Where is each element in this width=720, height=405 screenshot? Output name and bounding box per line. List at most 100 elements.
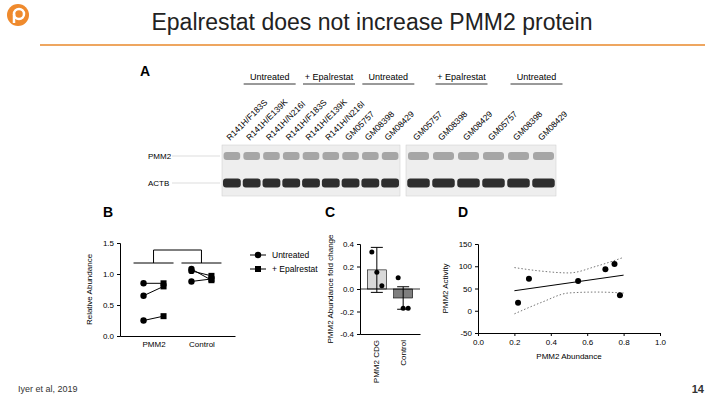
tick-label: 0.6 [582, 338, 594, 347]
tick-label: 1.0 [103, 270, 115, 279]
panel-label: B [103, 204, 113, 220]
bracket-line [154, 250, 202, 263]
band [382, 152, 399, 160]
error-cap [371, 292, 383, 293]
logo-inner [14, 9, 24, 19]
tick-mark [587, 333, 588, 336]
tick-label: 150 [459, 240, 473, 249]
x-axis: PMM2Control [121, 336, 236, 349]
error-cap [397, 286, 409, 287]
point [617, 292, 623, 298]
tick: 1.5 [103, 239, 120, 248]
tick-label: -0.2 [340, 308, 354, 317]
axis-title: PMM2 Activity [441, 263, 450, 313]
tick-mark [514, 333, 515, 336]
band [263, 179, 281, 188]
fit-line [514, 275, 623, 291]
legend-marker [255, 266, 261, 272]
point [406, 306, 411, 311]
band [223, 179, 241, 188]
legend-label: + Epalrestat [272, 264, 318, 274]
point [396, 275, 401, 280]
tick-mark [478, 333, 479, 336]
ci-upper [514, 257, 623, 273]
group-rule [511, 84, 563, 85]
tick-label: PMM2 CDG [372, 340, 381, 383]
point [602, 266, 608, 272]
row-label: PMM2 [148, 152, 172, 161]
tick: -0.4 [340, 330, 360, 339]
band [433, 152, 454, 160]
plot-area [140, 266, 214, 324]
tick-label: 0.0 [473, 338, 485, 347]
band [302, 179, 320, 188]
tick: 1.0 [103, 270, 120, 279]
tick: 0.8 [619, 333, 631, 347]
tick: 0.0 [473, 333, 485, 347]
tick: 0.4 [343, 240, 360, 249]
panel-label: D [458, 204, 468, 220]
tick: PMM2 CDG [372, 334, 381, 383]
tick-label: -50 [460, 329, 472, 338]
tick: 0.6 [582, 333, 594, 347]
tick: 0.4 [546, 333, 558, 347]
tick-mark [357, 244, 360, 245]
tick-label: Control [189, 340, 215, 349]
band [381, 179, 399, 188]
band [342, 179, 360, 188]
band [508, 152, 529, 160]
chart: C-0.4-0.20.00.20.4PMM2 Abundance fold ch… [325, 204, 421, 383]
band [224, 152, 241, 160]
tick-label: 0.2 [343, 263, 355, 272]
tick-label: -0.4 [340, 330, 354, 339]
tick-mark [357, 334, 360, 335]
tick-label: 0.4 [546, 338, 558, 347]
tick-label: 0.0 [343, 285, 355, 294]
title-rule [40, 44, 705, 46]
tick: 0.2 [343, 263, 360, 272]
band [283, 152, 300, 160]
band [243, 152, 260, 160]
axis-line [357, 245, 361, 335]
axis-title: PMM2 Abundance [536, 352, 602, 361]
bracket [134, 250, 222, 263]
y-axis: 0.00.51.01.5 [103, 239, 121, 341]
band [282, 179, 300, 188]
point [188, 278, 194, 284]
logo-stem [13, 14, 16, 23]
tick-label: 0.2 [509, 338, 521, 347]
point [140, 293, 146, 299]
point [374, 270, 379, 275]
band [263, 152, 280, 160]
group-label: + Epalrestat [437, 72, 486, 82]
tick-mark [357, 289, 360, 290]
tick-label: 50 [463, 285, 472, 294]
point [208, 276, 214, 282]
row-label: ACTB [148, 179, 169, 188]
band [458, 152, 479, 160]
row-leader [172, 183, 220, 184]
legend-marker [255, 252, 261, 258]
citation: Iyer et al, 2019 [18, 384, 78, 394]
tick-mark [357, 267, 360, 268]
tick-mark [117, 243, 120, 244]
tick: 0 [468, 307, 478, 316]
tick-mark [624, 333, 625, 336]
axis-line [361, 334, 421, 335]
tick: 1.0 [655, 333, 667, 347]
group-rule [244, 84, 296, 85]
band [342, 152, 359, 160]
tick-mark [475, 266, 478, 267]
tick-mark [117, 336, 120, 337]
x-axis: 0.0 0.2 0.4 0.6 0.8 1.0 [473, 333, 667, 347]
tick-label: 0.8 [619, 338, 631, 347]
legend-label: Untreated [272, 250, 310, 260]
chart: B0.00.51.01.5Relative AbundancePMM2Contr… [85, 204, 318, 349]
band [361, 179, 379, 188]
tick-mark [551, 333, 552, 336]
tick-mark [475, 333, 478, 334]
point [401, 306, 406, 311]
band [532, 179, 555, 188]
lane-label: GM08429 [382, 109, 416, 143]
axis-title: PMM2 Abundance fold change [326, 234, 335, 344]
